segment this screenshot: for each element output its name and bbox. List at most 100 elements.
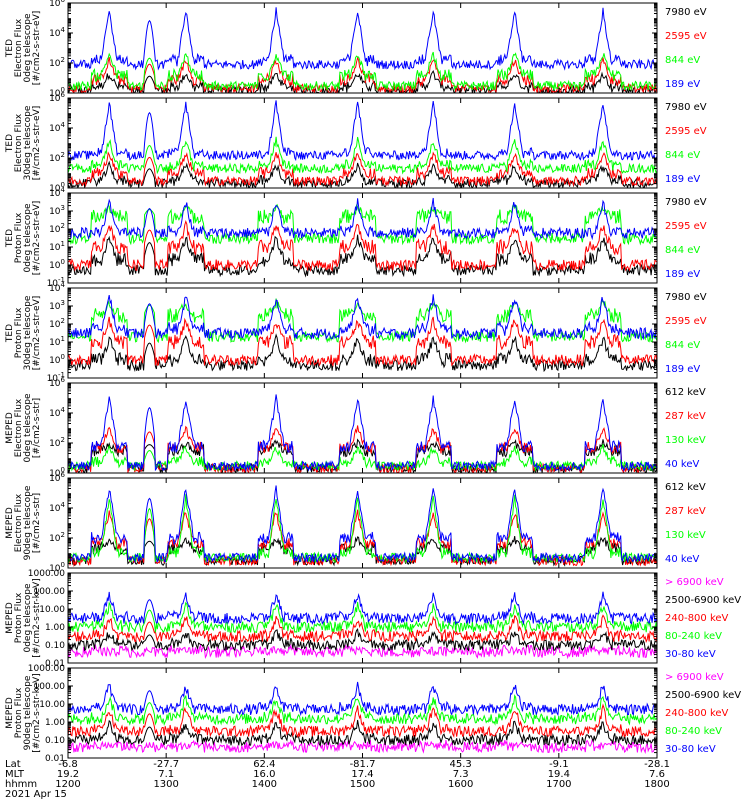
x-tick-label-mlt: 19.2 [57,769,79,780]
x-tick-label-lat: -9.1 [549,759,569,770]
x-tick-label-hhmm: 1500 [350,779,375,790]
y-tick-label: 0.01 [45,659,65,669]
series-trace-0 [68,234,657,278]
series-trace-0 [68,333,657,373]
series-trace-2 [68,298,657,344]
legend-entry: 287 keV [665,506,706,517]
panel-data [68,100,657,188]
series-trace-0 [68,738,657,755]
x-tick-label-mlt: 19.4 [548,769,570,780]
legend-entry: 7980 eV [665,102,707,113]
legend-entry: 189 eV [665,174,700,185]
legend-entry: 612 keV [665,482,706,493]
series-trace-1 [68,219,657,273]
series-trace-3 [68,694,657,727]
series-trace-2 [68,494,657,564]
y-axis-label: TEDElectron Flux30deg telescope[#/cm2-s-… [5,105,42,180]
panel-8: 0.01 0.10 1.00 10.00 100.00 1000.00MEPEDProto… [5,664,741,764]
y-tick-label: 100 [49,258,65,271]
legend-entry: 130 keV [665,530,706,541]
y-tick-label: 106 [49,91,65,104]
y-axis-label: MEPEDElectron Flux90deg telescope[#/cm2-… [5,485,42,560]
y-axis-label: MEPEDProton Flux0deg telescope[#/cm2-s-s… [5,578,42,657]
series-trace-2 [68,703,657,739]
y-tick-label: 10-1 [47,276,65,289]
y-axis-label: TEDProton Flux30deg telescope[#/cm2-s-st… [5,295,42,370]
panel-3: 10-1 100 101 102 103 104 TEDProton Flux0deg te… [5,186,707,289]
x-tick-label-hhmm: 1200 [55,779,80,790]
legend-entry: 189 eV [665,79,700,90]
legend-entry: 612 keV [665,387,706,398]
series-trace-3 [68,485,657,564]
panel-data [68,485,657,568]
y-tick-label: 106 [49,376,65,389]
y-tick-label: 100 [49,353,65,366]
x-tick-label-lat: -28.1 [644,759,670,770]
y-tick-label: 0.01 [45,754,65,764]
y-tick-label: 100.00 [34,587,66,597]
y-tick-label: 1000.00 [28,569,65,579]
y-tick-label: 1.00 [45,623,65,633]
panel-frame [67,667,658,759]
legend-entry: 2595 eV [665,31,707,42]
y-tick-label: 100 [49,86,65,99]
y-tick-label: 102 [49,151,65,164]
series-trace-2 [68,51,657,92]
legend-entry: 7980 eV [665,292,707,303]
y-tick-label: 104 [49,186,65,199]
legend-entry: 844 eV [665,55,700,66]
legend-entry: 844 eV [665,150,700,161]
series-trace-0 [68,643,657,660]
x-tick-label-lat: -27.7 [153,759,179,770]
y-tick-label: 102 [49,531,65,544]
legend-entry: 240-800 keV [665,708,729,719]
y-tick-label: 101 [49,240,65,253]
x-tick-label-mlt: 7.6 [649,769,665,780]
legend-entry: 2500-6900 keV [665,690,741,701]
legend-entry: 80-240 keV [665,631,722,642]
x-tick-label-mlt: 7.3 [453,769,469,780]
y-tick-label: 103 [49,204,65,217]
plot-panels: 100 102 104 106 TEDElectron Flux0deg telesco… [5,0,741,764]
legend-entry: 30-80 keV [665,649,716,660]
x-tick-label-lat: -81.7 [350,759,376,770]
x-tick-label-mlt: 16.0 [253,769,275,780]
panel-data [68,681,657,755]
series-trace-1 [68,719,657,747]
series-trace-2 [68,203,657,246]
panel-data [68,294,657,373]
y-tick-label: 102 [49,222,65,235]
y-tick-label: 100.00 [34,682,66,692]
x-tick-label-hhmm: 1600 [448,779,473,790]
y-axis-label: MEPEDProton Flux90deg telescope[#/cm2-s-… [5,673,42,752]
legend-entry: 2595 eV [665,316,707,327]
y-tick-label: 10.00 [39,605,65,615]
legend-entry: 40 keV [665,554,699,565]
y-tick-label: 104 [49,281,65,294]
y-tick-label: 100 [49,466,65,479]
series-trace-3 [68,100,657,162]
legend-entry: 7980 eV [665,197,707,208]
panel-1: 100 102 104 106 TEDElectron Flux0deg telesco… [5,0,707,99]
x-tick-label-lat: 62.4 [253,759,275,770]
date-label: 2021 Apr 15 [5,789,67,800]
x-tick-label-hhmm: 1400 [252,779,277,790]
y-tick-label: 104 [49,121,65,134]
y-tick-label: 102 [49,436,65,449]
row-label-mlt: MLT [5,769,25,780]
y-tick-label: 1000.00 [28,664,65,674]
panel-data [68,394,657,473]
panel-frame [67,2,658,94]
legend-entry: 40 keV [665,459,699,470]
y-tick-label: 101 [49,335,65,348]
legend-entry: 844 eV [665,340,700,351]
legend-entry: 189 eV [665,364,700,375]
legend-entry: 844 eV [665,245,700,256]
legend-entry: 30-80 keV [665,744,716,755]
y-axis-label: MEPEDElectron Flux0deg telescope[#/cm2-s… [5,393,42,463]
x-tick-label-mlt: 17.4 [351,769,373,780]
legend-entry: 80-240 keV [665,726,722,737]
x-tick-label-hhmm: 1800 [644,779,669,790]
y-tick-label: 10-1 [47,371,65,384]
